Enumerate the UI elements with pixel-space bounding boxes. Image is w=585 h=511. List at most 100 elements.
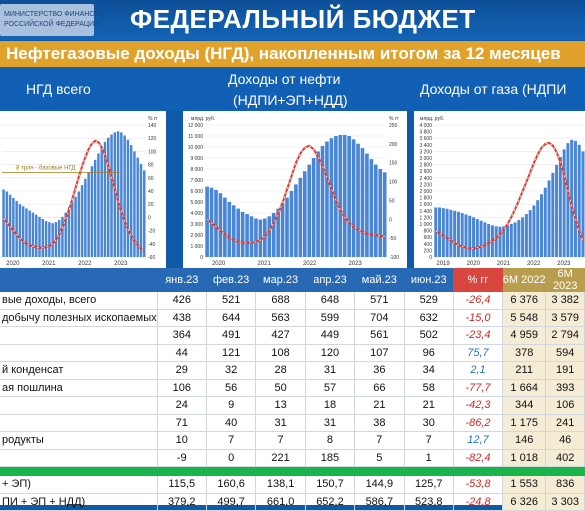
bar (360, 148, 365, 257)
table-cell: 106 (545, 396, 585, 415)
table-cell: 125,7 (404, 476, 454, 494)
table-cell: 10 (157, 431, 207, 450)
bar (48, 222, 51, 257)
page-subtitle: Нефтегазовые доходы (НГД), накопленным и… (6, 44, 561, 63)
bar (35, 214, 38, 257)
table-cell: 599 (305, 309, 356, 327)
table-cell: 18 (305, 396, 356, 415)
bar (577, 144, 581, 257)
bar (214, 189, 218, 257)
y-right-label: % гг (389, 116, 399, 122)
y-right-tick: 140 (148, 123, 157, 129)
bar (441, 208, 445, 257)
y-right-tick: 60 (148, 176, 154, 182)
column-header: июн.23 (404, 268, 454, 292)
table-cell: 704 (354, 309, 405, 327)
table-cell: 7 (354, 431, 405, 450)
bar (276, 208, 280, 257)
table-cell: 3 303 (545, 493, 585, 511)
bar (521, 217, 525, 257)
growth-line-dash (435, 142, 584, 249)
table-header-row: янв.23 фев.23 мар.23 апр.23 май.23 июн.23% гг… (0, 268, 585, 292)
table-row: 24 9 13 18 21 21 -42,3 344 106 (0, 396, 585, 415)
y-right-tick: 50 (389, 198, 395, 204)
data-table-area: янв.23 фев.23 мар.23 апр.23 май.23 июн.23% гг… (0, 268, 585, 511)
bar (84, 178, 87, 257)
table-cell: 44 (157, 344, 207, 362)
table-row: ая пошлина 106 56 50 57 66 58 -77,7 1 664 393 (0, 379, 585, 397)
y-left-tick: 11 000 (188, 134, 203, 140)
table-cell: + ЭП) (0, 476, 158, 494)
bar (2, 189, 5, 257)
table-cell: 31 (305, 414, 356, 432)
column-header: май.23 (354, 268, 405, 292)
bar (494, 226, 498, 257)
x-tick: 2021 (42, 261, 56, 267)
table-cell: 9 (206, 396, 257, 415)
bar (472, 217, 476, 257)
bar (80, 185, 84, 257)
bar (129, 145, 133, 257)
bar (298, 177, 303, 257)
table-row: 44 121 108 120 107 96 75,7 378 594 (0, 344, 585, 362)
table-cell: -53,8 (453, 476, 504, 494)
table-cell: 8 (305, 431, 356, 450)
x-tick: 2020 (6, 261, 20, 267)
x-tick: 2021 (257, 261, 271, 267)
table-cell: 7 (206, 431, 257, 450)
header-bar (0, 0, 585, 40)
table-row: родукты 10 7 7 8 7 7 12,7 146 46 (0, 431, 585, 450)
y-right-tick: -40 (148, 242, 155, 248)
bar (456, 211, 460, 257)
bar (528, 210, 532, 257)
bar (87, 172, 90, 257)
bar (143, 170, 146, 257)
bar (509, 224, 513, 257)
table-cell (0, 396, 158, 415)
bar (205, 186, 209, 257)
oil-chart-panel: 12 000 11 000 10 000 9 000 8 000 7 000 6 000 5 … (183, 111, 407, 268)
table-cell: 561 (354, 326, 405, 345)
table-cell: 449 (305, 326, 356, 345)
table-row: 71 40 31 31 38 30 -86,2 1 175 241 (0, 414, 585, 432)
table-cell: 499,7 (206, 493, 257, 511)
bar (28, 210, 31, 257)
column-header: фев.23 (206, 268, 256, 292)
bar (342, 134, 347, 257)
table-cell: 1 664 (502, 379, 547, 397)
table-cell: 1 175 (502, 414, 547, 432)
table-cell: 1 (404, 449, 454, 467)
table-cell: 120 (305, 344, 356, 362)
y-left-tick: 3 000 (419, 156, 432, 162)
bar (540, 194, 543, 257)
x-tick: 2023 (557, 261, 571, 267)
table-cell: 648 (305, 292, 356, 310)
bar (311, 158, 316, 257)
baseline-annotation: 8 трлн - базовые НГД (16, 166, 75, 172)
bar (513, 222, 517, 257)
bar (543, 187, 547, 257)
bar (280, 203, 285, 257)
table-cell: 523,8 (404, 493, 454, 511)
table-cell: -77,7 (453, 379, 504, 397)
bar (517, 220, 521, 257)
ngd-chart-panel: 140 120 100 80 60 40 20 0 -20 -40 -60 % гг 2020 2021 2… (0, 111, 166, 268)
table-row: вые доходы, всего 426 521 688 648 571 529 -26,4… (0, 292, 585, 310)
y-right-tick: 0 (148, 215, 151, 221)
table-cell: 438 (157, 309, 207, 327)
table-cell: -26,4 (453, 292, 504, 310)
table-cell: 563 (255, 309, 306, 327)
bar (532, 205, 536, 257)
x-tick: 2020 (467, 261, 481, 267)
table-cell: 21 (404, 396, 454, 415)
table-cell: -15,0 (453, 309, 504, 327)
table-cell: 5 548 (502, 309, 547, 327)
y-right-tick: 250 (389, 123, 398, 129)
table-cell: 28 (255, 361, 306, 380)
y-left-tick: 3 800 (419, 130, 432, 136)
table-cell: 185 (305, 449, 356, 467)
bar (434, 207, 438, 257)
y-left-tick: 1 000 (190, 244, 203, 250)
y-left-tick: 3 000 (190, 222, 203, 228)
